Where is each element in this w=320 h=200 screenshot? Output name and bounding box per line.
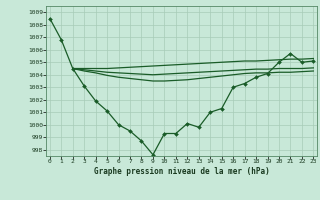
X-axis label: Graphe pression niveau de la mer (hPa): Graphe pression niveau de la mer (hPa) <box>94 167 269 176</box>
